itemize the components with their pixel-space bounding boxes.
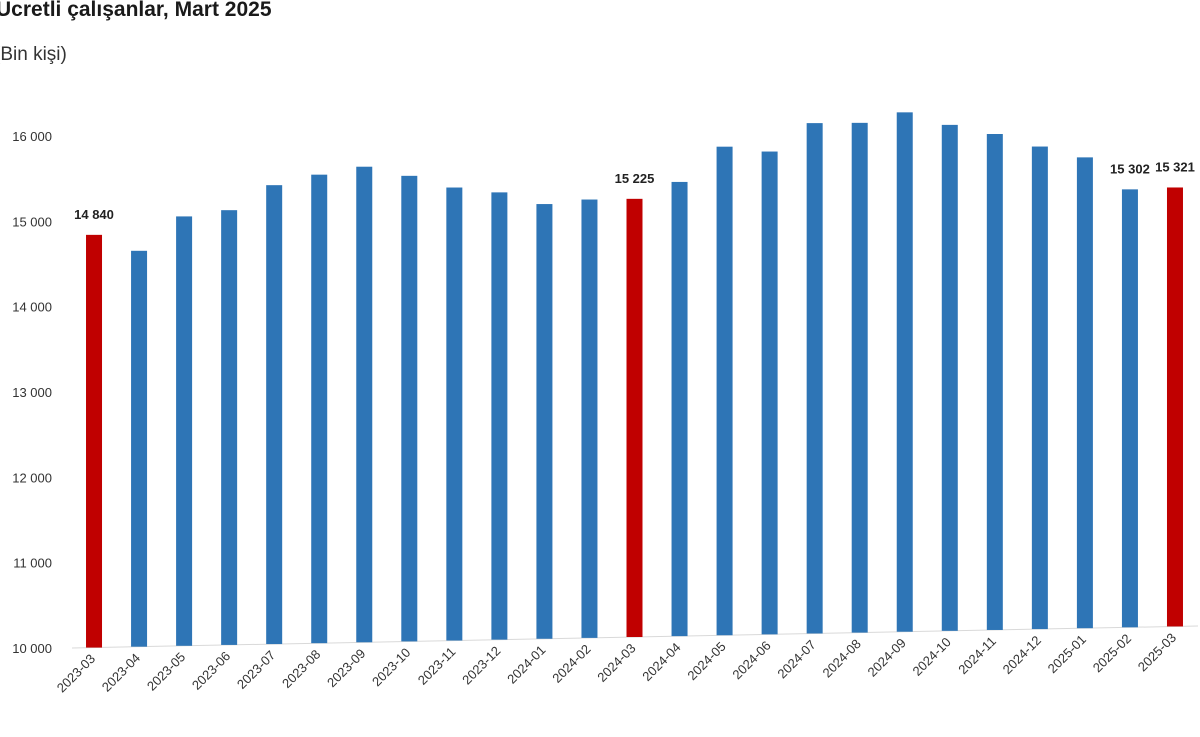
bar — [581, 199, 598, 638]
x-tick-label: 2024-09 — [865, 635, 909, 679]
x-tick-label: 2023-11 — [415, 644, 459, 688]
bar — [266, 185, 283, 645]
y-tick-label: 11 000 — [13, 556, 52, 571]
bar — [1121, 189, 1138, 628]
bar — [1031, 146, 1048, 630]
x-tick-label: 2024-11 — [955, 633, 999, 677]
bar — [986, 134, 1003, 630]
bar — [806, 123, 823, 634]
bar-highlight — [86, 234, 103, 648]
x-tick-label: 2023-05 — [144, 649, 188, 693]
chart-title: Ücretli çalışanlar, Mart 2025 — [0, 0, 272, 21]
x-tick-label: 2023-09 — [324, 646, 368, 690]
x-tick-label: 2024-10 — [910, 634, 954, 678]
bar — [716, 146, 733, 636]
bar — [941, 124, 958, 631]
bar — [401, 175, 418, 642]
x-tick-label: 2023-04 — [99, 650, 143, 694]
bar — [311, 174, 328, 644]
data-label: 15 225 — [615, 171, 655, 186]
data-label: 15 302 — [1110, 161, 1150, 176]
bar — [131, 250, 148, 647]
bar-highlight — [1166, 187, 1183, 627]
x-tick-label: 2024-12 — [1000, 633, 1044, 677]
x-tick-label: 2024-07 — [774, 637, 818, 681]
data-label: 15 321 — [1155, 159, 1195, 174]
x-tick-label: 2024-01 — [504, 642, 548, 686]
bar — [491, 192, 508, 640]
y-tick-label: 12 000 — [12, 470, 52, 485]
x-tick-label: 2024-02 — [549, 641, 593, 685]
x-tick-label: 2024-08 — [819, 636, 863, 680]
x-tick-label: 2024-06 — [729, 638, 773, 682]
x-tick-label: 2025-01 — [1045, 632, 1089, 676]
x-tick-label: 2024-04 — [639, 640, 683, 684]
bar — [671, 181, 688, 637]
x-tick-label: 2023-07 — [234, 648, 278, 692]
chart-subtitle: (Bin kişi) — [0, 44, 67, 65]
y-tick-label: 10 000 — [12, 641, 52, 656]
x-tick-label: 2023-12 — [459, 643, 503, 687]
x-tick-label: 2025-02 — [1090, 631, 1134, 675]
bar — [221, 210, 238, 645]
x-tick-label: 2025-03 — [1135, 630, 1179, 674]
bar — [356, 166, 373, 643]
bar — [446, 187, 463, 641]
x-tick-label: 2023-06 — [189, 648, 233, 692]
bar — [851, 122, 868, 633]
y-tick-label: 14 000 — [12, 300, 52, 315]
bar — [1076, 157, 1093, 629]
x-tick-label: 2023-08 — [279, 647, 323, 691]
y-tick-label: 16 000 — [12, 129, 52, 144]
bar-highlight — [626, 198, 643, 638]
bar — [536, 204, 553, 639]
bar — [761, 151, 778, 635]
data-label: 14 840 — [74, 207, 114, 222]
y-tick-label: 15 000 — [12, 214, 52, 229]
x-tick-label: 2023-10 — [369, 645, 413, 689]
y-tick-label: 13 000 — [12, 385, 52, 400]
bar — [176, 216, 193, 646]
x-tick-label: 2023-03 — [54, 651, 98, 695]
x-tick-label: 2024-03 — [594, 641, 638, 685]
x-tick-label: 2024-05 — [684, 639, 728, 683]
bar — [896, 112, 913, 632]
